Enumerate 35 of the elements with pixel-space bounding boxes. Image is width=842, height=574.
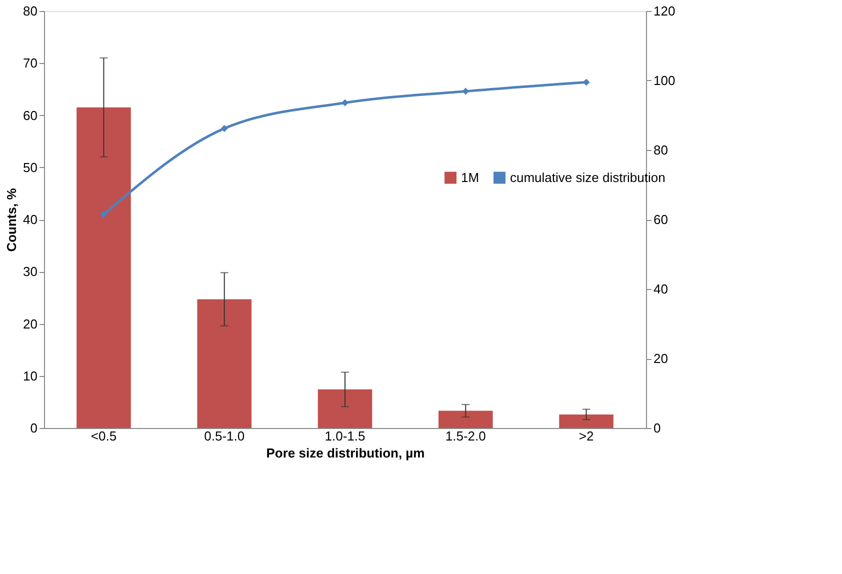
y-tick-label: 40 [23, 212, 38, 227]
y-tick-label: 30 [23, 264, 38, 280]
x-tick-label: 1.5-2.0 [445, 428, 486, 444]
bar [197, 299, 252, 428]
point [100, 210, 108, 218]
y-tick-label: 10 [23, 368, 38, 384]
x-tick-label: <0.5 [90, 428, 117, 444]
bar [318, 389, 372, 428]
bar [76, 107, 131, 428]
x-tick-label: 0.5-1.0 [204, 428, 245, 444]
point [341, 99, 349, 106]
y-tick-label: 70 [23, 56, 38, 71]
y2-tick-label: 80 [654, 142, 668, 158]
y2-tick-label: 40 [654, 282, 668, 296]
x-tick-label: 1.0-1.5 [324, 428, 366, 444]
point [220, 124, 228, 132]
legend-label: cumulative size distribution [510, 170, 666, 185]
bar [559, 414, 614, 428]
y-tick-label: 50 [23, 160, 38, 175]
x-axis-title: Pore size distribution, µm [266, 446, 425, 460]
y-tick-label: 80 [23, 4, 38, 18]
y-tick-label: 60 [23, 108, 38, 123]
y-axis-title: Counts, % [4, 188, 20, 252]
y2-tick-label: 120 [654, 4, 676, 18]
y-tick-label: 0 [30, 420, 38, 436]
y-tick-label: 20 [23, 316, 38, 332]
x-tick-label: >2 [578, 428, 594, 444]
y2-tick-label: 100 [654, 73, 676, 88]
point [462, 88, 470, 95]
bar [438, 410, 493, 428]
y2-tick-label: 0 [654, 420, 661, 436]
y2-tick-label: 20 [654, 351, 668, 366]
y2-tick-label: 60 [654, 212, 668, 227]
legend-label: 1M [461, 170, 480, 185]
point [582, 78, 590, 86]
